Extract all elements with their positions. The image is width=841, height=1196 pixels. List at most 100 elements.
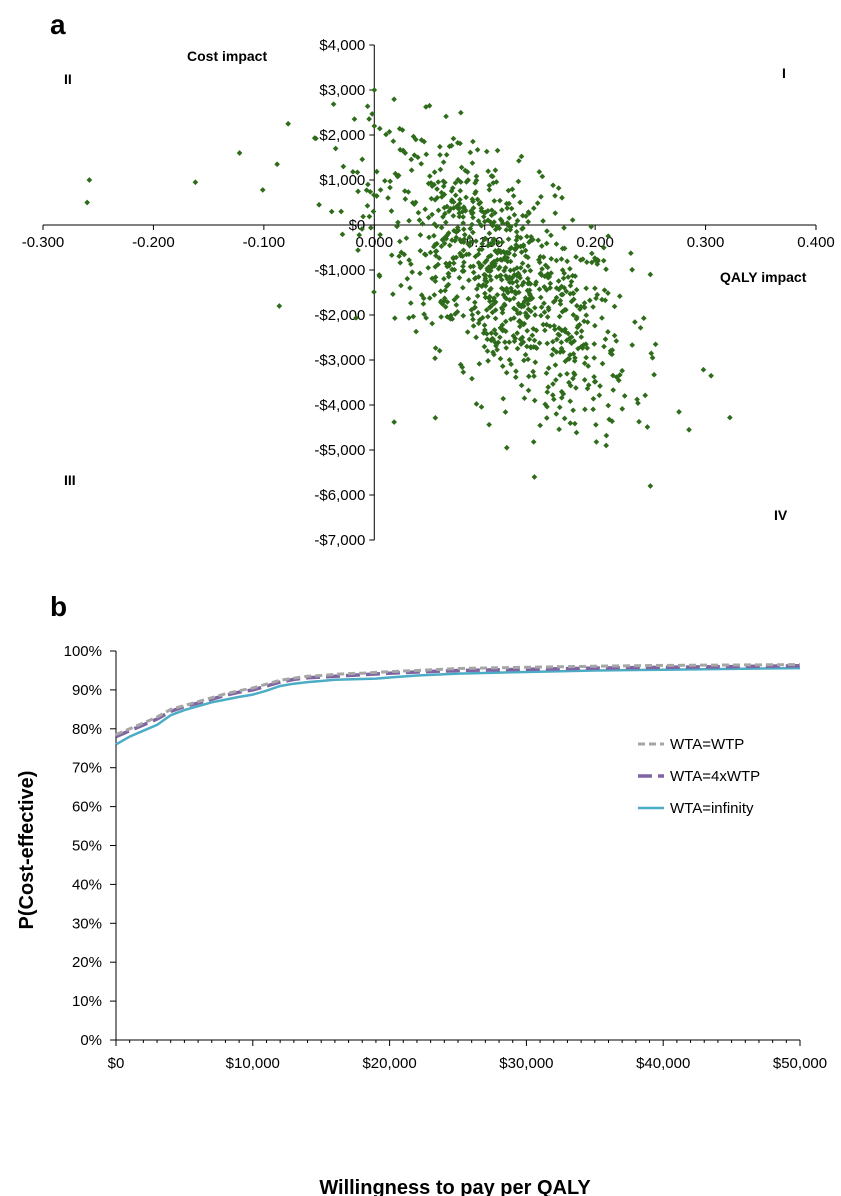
- scatter-point: [516, 318, 522, 325]
- scatter-point: [437, 288, 444, 295]
- scatter-point: [457, 361, 464, 368]
- scatter-point: [531, 304, 538, 311]
- scatter-point: [395, 172, 402, 179]
- scatter-point: [572, 420, 578, 427]
- scatter-point: [610, 372, 616, 379]
- scatter-point: [386, 128, 393, 135]
- scatter-point: [541, 273, 548, 280]
- scatter-point: [472, 253, 479, 260]
- x-tick-label: -0.300: [22, 234, 65, 251]
- scatter-point: [629, 342, 636, 348]
- scatter-point: [408, 261, 414, 267]
- scatter-point: [644, 424, 651, 430]
- scatter-point: [522, 247, 529, 254]
- scatter-point: [533, 279, 540, 285]
- scatter-point: [353, 314, 359, 321]
- scatter-point: [396, 253, 402, 260]
- scatter-point: [499, 207, 505, 213]
- scatter-point: [449, 237, 455, 243]
- scatter-point: [492, 339, 499, 346]
- scatter-point: [483, 307, 490, 313]
- scatter-point: [457, 196, 463, 203]
- scatter-point: [508, 361, 514, 368]
- scatter-point: [592, 322, 598, 329]
- scatter-point: [465, 295, 472, 302]
- scatter-point: [545, 365, 552, 371]
- scatter-point: [539, 243, 545, 249]
- scatter-axes: -0.300 -0.200 -0.100 0.000 0.100 0.200 0.300 0.…: [22, 37, 835, 549]
- scatter-point: [422, 206, 429, 213]
- scatter-point: [454, 294, 460, 300]
- scatter-point: [611, 332, 618, 339]
- scatter-point: [581, 318, 587, 325]
- x-tick-label: $0: [108, 1055, 125, 1072]
- scatter-point: [406, 217, 412, 224]
- scatter-point: [541, 284, 548, 290]
- scatter-point: [406, 315, 412, 321]
- scatter-point: [475, 218, 482, 224]
- scatter-point: [446, 143, 453, 150]
- scatter-point: [556, 404, 563, 411]
- scatter-point: [605, 328, 611, 335]
- scatter-point: [600, 257, 607, 264]
- scatter-point: [402, 196, 409, 202]
- scatter-point: [461, 259, 467, 266]
- scatter-point: [522, 351, 529, 358]
- legend-label: WTA=4xWTP: [670, 768, 760, 785]
- scatter-point: [397, 259, 404, 266]
- scatter-point: [579, 256, 586, 263]
- scatter-point: [609, 347, 616, 353]
- scatter-point: [552, 297, 558, 304]
- scatter-point: [423, 104, 429, 110]
- scatter-point: [475, 259, 482, 266]
- scatter-point: [428, 195, 435, 202]
- scatter-point: [425, 214, 432, 221]
- scatter-points: [84, 87, 733, 489]
- y-tick-label: $3,000: [319, 82, 365, 99]
- scatter-point: [519, 334, 526, 341]
- scatter-point: [446, 242, 453, 249]
- y-tick-label: 30%: [72, 915, 102, 932]
- scatter-point: [549, 392, 556, 398]
- scatter-point: [569, 217, 576, 223]
- scatter-point: [408, 156, 415, 163]
- scatter-point: [520, 225, 526, 231]
- y-tick-label: 40%: [72, 876, 102, 893]
- scatter-point: [524, 233, 530, 240]
- scatter-point: [418, 292, 425, 298]
- scatter-point: [481, 218, 488, 225]
- scatter-point: [456, 200, 463, 207]
- scatter-point: [420, 301, 427, 307]
- scatter-point: [564, 337, 570, 344]
- scatter-point: [484, 348, 491, 354]
- scatter-point: [642, 392, 649, 399]
- scatter-point: [619, 406, 626, 412]
- y-tick-label: -$4,000: [314, 397, 365, 414]
- scatter-point: [497, 216, 504, 223]
- scatter-point: [488, 330, 495, 336]
- scatter-point: [478, 222, 485, 229]
- scatter-point: [511, 252, 518, 258]
- scatter-point: [482, 209, 489, 216]
- scatter-point: [479, 240, 486, 247]
- scatter-point: [591, 341, 598, 347]
- scatter-point: [370, 208, 377, 215]
- scatter-point: [328, 208, 335, 215]
- scatter-point: [593, 439, 600, 445]
- scatter-point: [602, 297, 609, 304]
- scatter-chart: -0.300 -0.200 -0.100 0.000 0.100 0.200 0.300 0.…: [22, 37, 835, 549]
- scatter-point: [339, 231, 346, 238]
- scatter-point: [538, 193, 544, 200]
- scatter-point: [431, 232, 437, 239]
- scatter-point: [479, 262, 485, 269]
- scatter-point: [440, 159, 447, 165]
- scatter-point: [474, 196, 481, 203]
- scatter-point: [544, 340, 551, 347]
- series-line-wta-wtp: [115, 663, 801, 736]
- scatter-point: [427, 249, 434, 256]
- scatter-point: [474, 146, 481, 153]
- scatter-point: [456, 274, 463, 281]
- scatter-point: [632, 319, 638, 325]
- scatter-point: [511, 266, 517, 273]
- panel-b-letter: b: [50, 591, 67, 622]
